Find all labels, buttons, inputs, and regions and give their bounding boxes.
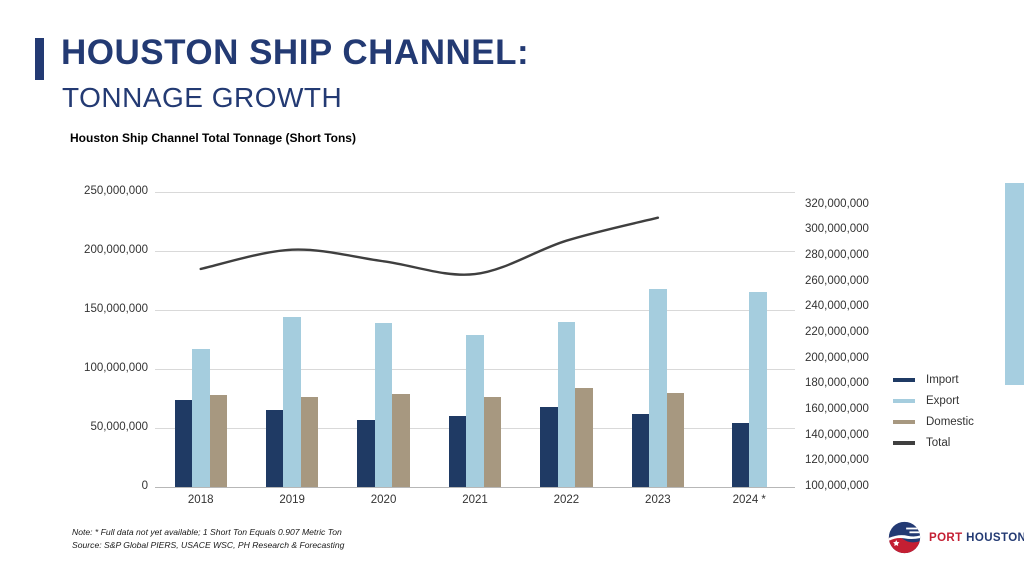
x-axis-label: 2018 (187, 494, 214, 506)
x-axis-label: 2019 (279, 494, 305, 506)
bar-import (448, 416, 467, 487)
legend-label: Import (926, 374, 959, 386)
port-houston-wordmark: PORT HOUSTON® (929, 532, 1024, 544)
legend-label: Export (926, 395, 960, 407)
logo-word-houston: HOUSTON (966, 531, 1024, 544)
legend-item-import: Import (893, 373, 974, 387)
right-axis-label: 140,000,000 (805, 428, 869, 441)
right-axis-label: 160,000,000 (805, 403, 869, 416)
bar-domestic (300, 397, 319, 487)
legend-item-total: Total (893, 436, 974, 450)
right-axis-label: 100,000,000 (805, 480, 869, 492)
bar-import (174, 399, 192, 487)
right-axis-label: 260,000,000 (805, 274, 869, 287)
port-houston-emblem (888, 521, 921, 554)
bar-domestic (483, 397, 502, 487)
port-houston-logo: PORT HOUSTON® (888, 521, 1024, 554)
bar-domestic (209, 395, 227, 487)
left-axis-label: 100,000,000 (84, 362, 148, 374)
bar-export (466, 334, 484, 487)
right-axis-label: 220,000,000 (805, 326, 869, 339)
gridline (155, 486, 795, 488)
bar-import (731, 423, 750, 487)
left-axis-label: 0 (141, 480, 148, 492)
right-axis-label: 180,000,000 (805, 377, 869, 390)
bar-domestic (666, 392, 685, 487)
right-axis-label: 120,000,000 (805, 454, 869, 467)
logo-word-port: PORT (929, 531, 963, 544)
legend-label: Domestic (926, 416, 974, 428)
legend-swatch (893, 420, 915, 424)
bar-domestic (575, 387, 593, 487)
legend-item-export: Export (893, 394, 974, 408)
bar-export (749, 292, 767, 487)
x-axis-label: 2023 (645, 494, 671, 506)
bar-import (357, 419, 375, 487)
gridline (155, 191, 795, 193)
right-axis-label: 300,000,000 (805, 223, 869, 236)
bar-domestic (392, 393, 410, 487)
footnote-note: Note: * Full data not yet available; 1 S… (72, 527, 342, 537)
decor-rectangle (1005, 183, 1024, 385)
legend-item-domestic: Domestic (893, 415, 974, 429)
x-axis-label: 2020 (370, 494, 397, 506)
bar-export (192, 348, 210, 487)
bar-import (540, 406, 558, 487)
chart-legend: Import Export Domestic Total (893, 373, 974, 457)
page-title: HOUSTON SHIP CHANNEL: (61, 33, 530, 72)
right-axis-label: 240,000,000 (805, 300, 869, 313)
bar-export (649, 288, 667, 487)
right-axis-label: 320,000,000 (805, 197, 869, 210)
gridline (155, 250, 795, 252)
bar-export (374, 323, 393, 487)
left-axis-label: 150,000,000 (84, 303, 148, 315)
legend-swatch (893, 399, 915, 403)
chart-title: Houston Ship Channel Total Tonnage (Shor… (70, 131, 356, 145)
right-axis-label: 200,000,000 (805, 351, 869, 364)
x-axis-label: 2024 * (732, 494, 766, 506)
right-axis-label: 280,000,000 (805, 249, 869, 262)
bar-export (557, 321, 576, 487)
x-axis-label: 2022 (553, 494, 580, 506)
bar-import (265, 410, 284, 487)
title-accent-bar (35, 38, 44, 80)
left-axis-label: 250,000,000 (84, 185, 148, 197)
legend-label: Total (926, 437, 951, 449)
legend-swatch (893, 441, 915, 445)
footnote: Note: * Full data not yet available; 1 S… (72, 526, 344, 552)
left-axis-label: 50,000,000 (90, 421, 148, 433)
bar-import (631, 413, 650, 487)
footnote-source: Source: S&P Global PIERS, USACE WSC, PH … (72, 540, 345, 550)
page-subtitle: TONNAGE GROWTH (62, 82, 343, 113)
gridline (155, 309, 795, 311)
x-axis-label: 2021 (462, 494, 488, 506)
bar-export (283, 317, 301, 487)
legend-swatch (893, 378, 915, 382)
left-axis-label: 200,000,000 (84, 244, 148, 256)
